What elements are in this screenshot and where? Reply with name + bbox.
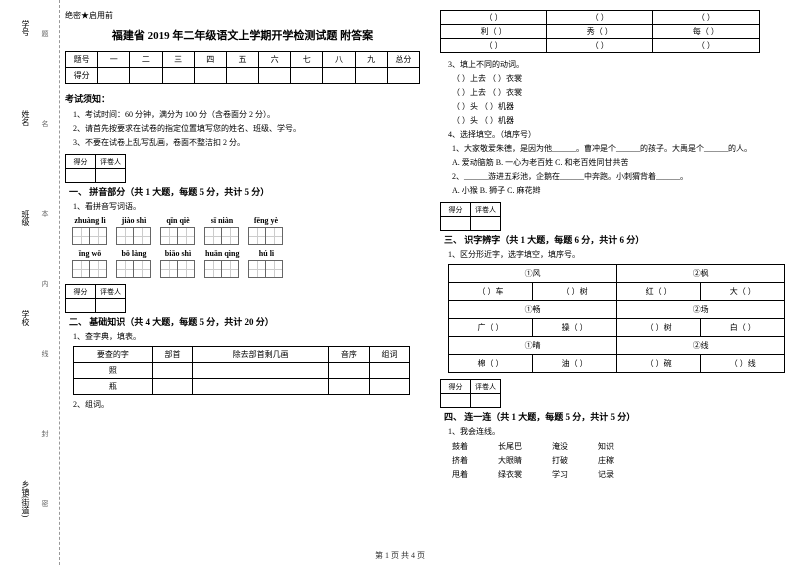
score-table: 题号 一 二 三 四 五 六 七 八 九 总分 得分: [65, 51, 420, 84]
cell: 一: [98, 52, 130, 68]
bind-mark: 本: [40, 210, 50, 217]
scorebox: 得分评卷人: [440, 202, 501, 231]
q2-2: 2、组词。: [73, 399, 420, 410]
bind-mark: 封: [40, 430, 50, 437]
lookup-table: 要查的字 部首 除去部首剩几画 音序 组词 照 瓶: [73, 346, 410, 395]
verb-line: （ ）头 （ ）机器: [452, 101, 795, 112]
bind-label: 姓名: [20, 110, 31, 126]
section-char: 三、 识字辨字（共 1 大题，每题 6 分，共计 6 分）: [444, 233, 644, 246]
bind-label: 班级: [20, 210, 31, 226]
cell: 六: [259, 52, 291, 68]
pinyin-row-2: īng wō bō làng biāo shì huān qìng hú li: [73, 249, 420, 278]
cell: 总分: [387, 52, 419, 68]
cell: 九: [355, 52, 387, 68]
section-connect: 四、 连一连（共 1 大题，每题 5 分，共计 5 分）: [444, 410, 635, 423]
q4-1-opts: A. 爱动脑筋 B. 一心为老百姓 C. 和老百姓同甘共苦: [452, 157, 795, 168]
bind-label: 学校: [20, 310, 31, 326]
verb-line: （ ）上去 （ ）衣裳: [452, 73, 795, 84]
cell: 五: [226, 52, 258, 68]
binding-margin: 学号 姓名 班级 学校 乡镇(街道) 题 名 本 内 线 封 密: [0, 0, 60, 565]
cell: 二: [130, 52, 162, 68]
cell: 三: [162, 52, 194, 68]
score-value-row: 得分: [66, 68, 420, 84]
verb-line: （ ）上去 （ ）衣裳: [452, 87, 795, 98]
page-content: 绝密★启用前 福建省 2019 年二年级语文上学期开学检测试题 附答案 题号 一…: [65, 10, 795, 480]
connect-block: 鼓着 挤着 甩着 长尾巴 大眼睛 绿衣裳 淹没 打破 学习 知识 庄稼 记录: [452, 441, 795, 480]
bind-mark: 内: [40, 280, 50, 287]
q3-1: 1、区分形近字，选字填空，填序号。: [448, 249, 795, 260]
scorebox: 得分评卷人: [440, 379, 501, 408]
pinyin-row-1: zhuàng lì jiào shì qīn qiè sī niàn fēng …: [73, 216, 420, 245]
q4-2-opts: A. 小猴 B. 狮子 C. 麻花辫: [452, 185, 795, 196]
cell: 得分: [66, 68, 98, 84]
verb-line: （ ）头 （ ）机器: [452, 115, 795, 126]
bind-label: 学号: [20, 20, 31, 36]
notice: 3、不要在试卷上乱写乱画，卷面不整洁扣 2 分。: [73, 137, 420, 148]
section-basic: 二、 基础知识（共 4 大题，每题 5 分，共计 20 分）: [69, 315, 274, 328]
left-column: 绝密★启用前 福建省 2019 年二年级语文上学期开学检测试题 附答案 题号 一…: [65, 10, 420, 480]
cell: 题号: [66, 52, 98, 68]
cell: 八: [323, 52, 355, 68]
bind-label: 乡镇(街道): [20, 480, 31, 517]
q1-1: 1、看拼音写词语。: [73, 201, 420, 212]
paren-table: （ ）（ ）（ ） 利（ ）秀（ ）每（ ） （ ）（ ）（ ）: [440, 10, 760, 53]
q2-1: 1、查字典，填表。: [73, 331, 420, 342]
notice-title: 考试须知：: [65, 92, 420, 105]
q4: 4、选择填空。（填序号）: [448, 129, 795, 140]
bind-mark: 名: [40, 120, 50, 127]
char-table: ①风②枫 （ ）车（ ）树红（ ）大（ ） ①畅②场 广（ ）操（ ）（ ）树白…: [448, 264, 785, 373]
q4-1: 1、大家敬爱朱德，是因为他______。曹冲是个______的孩子。大禹是个__…: [452, 143, 795, 154]
bind-mark: 线: [40, 350, 50, 357]
scorebox: 得分评卷人: [65, 284, 126, 313]
right-column: （ ）（ ）（ ） 利（ ）秀（ ）每（ ） （ ）（ ）（ ） 3、填上不同的…: [440, 10, 795, 480]
page-footer: 第 1 页 共 4 页: [0, 550, 800, 561]
bind-mark: 题: [40, 30, 50, 37]
notice: 2、请首先按要求在试卷的指定位置填写您的姓名、班级、学号。: [73, 123, 420, 134]
q4c: 1、我会连线。: [448, 426, 795, 437]
secret-label: 绝密★启用前: [65, 10, 420, 21]
cell: 七: [291, 52, 323, 68]
scorebox: 得分评卷人: [65, 154, 126, 183]
bind-mark: 密: [40, 500, 50, 507]
notice: 1、考试时间：60 分钟，满分为 100 分（含卷面分 2 分）。: [73, 109, 420, 120]
exam-title: 福建省 2019 年二年级语文上学期开学检测试题 附答案: [65, 27, 420, 43]
q4-2: 2、______游进五彩池，企鹅在______中奔跑。小刺猬背着______。: [452, 171, 795, 182]
section-pinyin: 一、 拼音部分（共 1 大题，每题 5 分，共计 5 分）: [69, 185, 269, 198]
score-header-row: 题号 一 二 三 四 五 六 七 八 九 总分: [66, 52, 420, 68]
q3: 3、填上不同的动词。: [448, 59, 795, 70]
cell: 四: [194, 52, 226, 68]
